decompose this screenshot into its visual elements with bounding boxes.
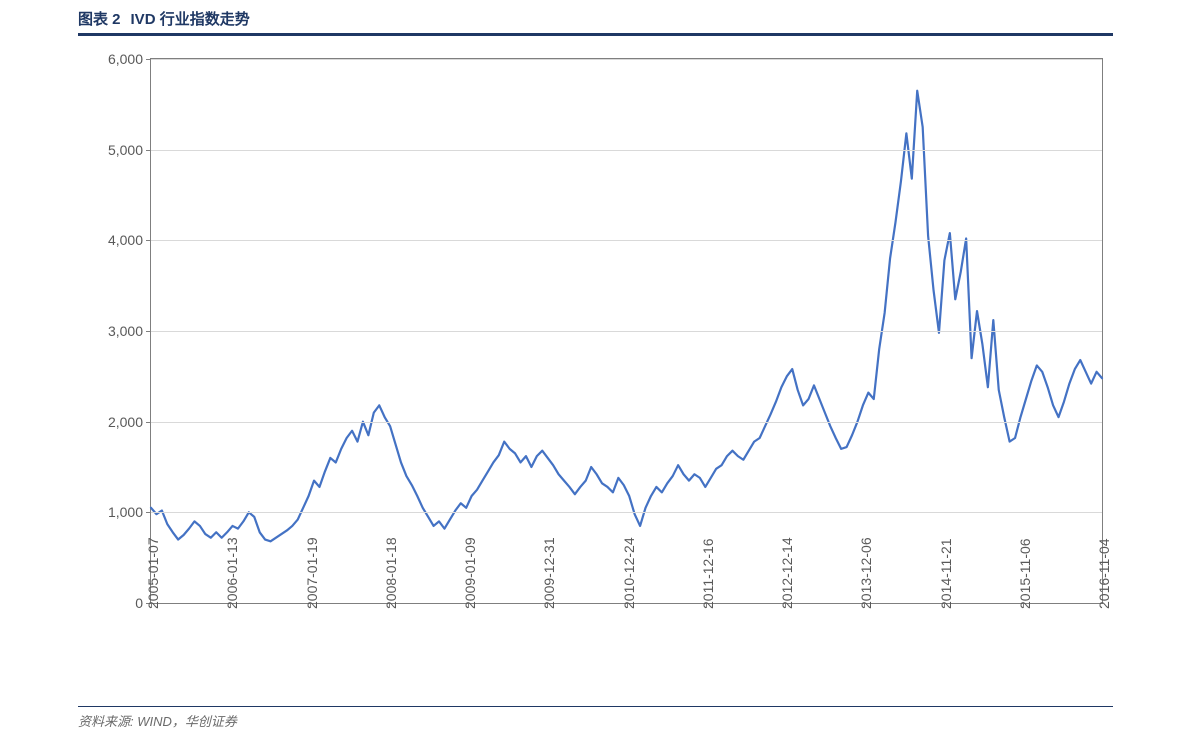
y-tick-mark [146,512,151,513]
y-gridline [151,331,1102,332]
source-text: 资料来源: WIND，华创证券 [78,711,1113,730]
chart-title-prefix: 图表 2 [78,8,121,29]
y-gridline [151,512,1102,513]
y-tick-label: 0 [135,595,143,611]
y-tick-label: 1,000 [108,504,143,520]
y-tick-mark [146,422,151,423]
y-gridline [151,150,1102,151]
chart-inner: 0 1,000 2,000 3,000 4,000 5,000 6,000 2005-01-0… [78,46,1113,702]
y-gridline [151,240,1102,241]
y-tick-mark [146,150,151,151]
plot-area: 01,0002,0003,0004,0005,0006,0002005-01-0… [150,58,1103,604]
x-tick-label: 2011-12-16 [700,538,716,609]
y-tick-label: 4,000 [108,232,143,248]
y-gridline [151,422,1102,423]
y-gridline [151,59,1102,60]
y-tick-label: 6,000 [108,51,143,67]
x-tick-label: 2007-01-19 [304,537,320,609]
y-tick-mark [146,59,151,60]
y-tick-label: 3,000 [108,323,143,339]
chart-container: 0 1,000 2,000 3,000 4,000 5,000 6,000 2005-01-0… [78,46,1113,702]
bottom-rule [78,706,1113,707]
x-tick-label: 2006-01-13 [224,537,240,609]
y-tick-mark [146,240,151,241]
x-tick-label: 2014-11-21 [938,538,954,609]
x-tick-label: 2009-12-31 [541,537,557,609]
x-tick-label: 2005-01-07 [145,537,161,609]
x-tick-label: 2009-01-09 [462,537,478,609]
x-tick-label: 2016-11-04 [1096,538,1112,609]
x-tick-label: 2010-12-24 [621,537,637,609]
line-series [151,91,1102,542]
x-tick-label: 2008-01-18 [383,537,399,609]
x-tick-label: 2015-11-06 [1017,538,1033,609]
chart-title-text: IVD 行业指数走势 [131,8,250,29]
y-tick-label: 2,000 [108,414,143,430]
y-tick-mark [146,331,151,332]
y-tick-label: 5,000 [108,142,143,158]
title-underline [78,33,1113,36]
x-tick-label: 2012-12-14 [779,537,795,609]
x-tick-label: 2013-12-06 [858,537,874,609]
chart-title-row: 图表 2 IVD 行业指数走势 [0,0,1191,33]
